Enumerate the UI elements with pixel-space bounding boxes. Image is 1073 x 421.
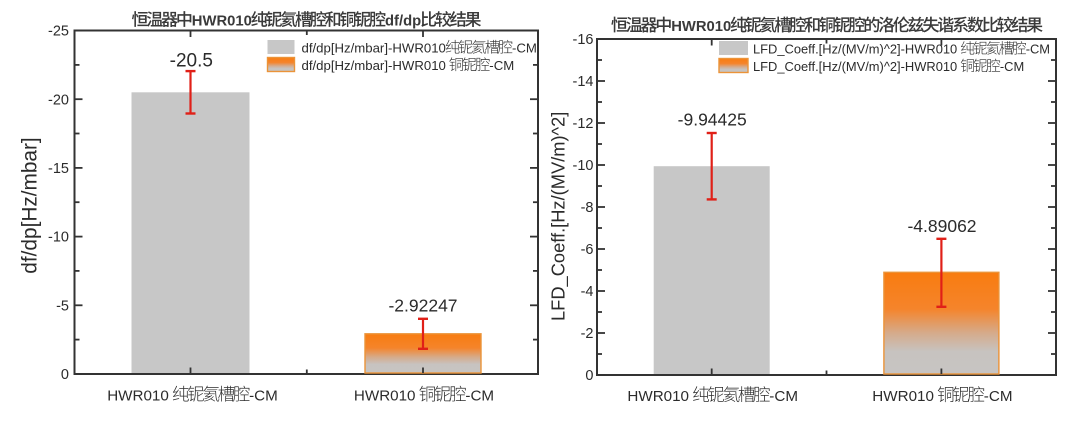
svg-text:HWR010: HWR010 <box>107 387 169 404</box>
svg-text:HWR010: HWR010 <box>627 388 689 405</box>
svg-text:-4: -4 <box>581 284 594 300</box>
svg-text:-12: -12 <box>573 116 594 132</box>
svg-text:-5: -5 <box>56 298 69 314</box>
svg-text:-20: -20 <box>48 92 69 108</box>
svg-text:-20.5: -20.5 <box>170 51 213 72</box>
svg-text:df/dp[Hz/mbar]: df/dp[Hz/mbar] <box>19 137 42 273</box>
svg-text:-9.94425: -9.94425 <box>678 109 747 129</box>
svg-text:-CM: -CM <box>489 58 514 73</box>
svg-text:-CM: -CM <box>1000 59 1024 74</box>
svg-text:-CM: -CM <box>465 387 494 404</box>
svg-text:-CM: -CM <box>984 388 1013 405</box>
svg-text:-4.89062: -4.89062 <box>907 216 976 236</box>
svg-text:-10: -10 <box>48 230 69 246</box>
svg-text:df/dp[Hz/mbar]-HWR010: df/dp[Hz/mbar]-HWR010 <box>302 58 446 73</box>
svg-text:-10: -10 <box>573 158 594 174</box>
svg-text:-2: -2 <box>581 326 594 342</box>
svg-text:-2.92247: -2.92247 <box>388 296 457 316</box>
svg-text:df/dp: df/dp <box>385 14 421 30</box>
svg-text:-6: -6 <box>581 242 594 258</box>
svg-text:0: 0 <box>585 368 593 384</box>
svg-text:LFD_Coeff.[Hz/(MV/m)^2]-HWR010: LFD_Coeff.[Hz/(MV/m)^2]-HWR010 <box>753 59 957 74</box>
svg-text:df/dp[Hz/mbar]-HWR010: df/dp[Hz/mbar]-HWR010 <box>302 41 446 56</box>
svg-text:-CM: -CM <box>769 388 798 405</box>
svg-text:HWR010: HWR010 <box>671 19 731 35</box>
svg-text:HWR010: HWR010 <box>872 388 934 405</box>
svg-text:HWR010: HWR010 <box>354 387 416 404</box>
svg-text:-CM: -CM <box>1026 42 1050 57</box>
svg-text:-16: -16 <box>573 32 594 48</box>
svg-text:-14: -14 <box>573 74 594 90</box>
svg-text:-CM: -CM <box>512 41 537 56</box>
svg-text:HWR010: HWR010 <box>192 14 252 30</box>
svg-text:LFD_Coeff.[Hz/(MV/m)^2]-HWR010: LFD_Coeff.[Hz/(MV/m)^2]-HWR010 <box>753 42 957 57</box>
svg-text:0: 0 <box>61 367 69 383</box>
svg-text:-15: -15 <box>48 161 69 177</box>
svg-text:-25: -25 <box>48 24 69 40</box>
svg-text:-CM: -CM <box>249 387 278 404</box>
svg-text:LFD_Coeff.[Hz/(MV/m)^2]: LFD_Coeff.[Hz/(MV/m)^2] <box>548 112 570 321</box>
svg-text:-8: -8 <box>581 200 594 216</box>
